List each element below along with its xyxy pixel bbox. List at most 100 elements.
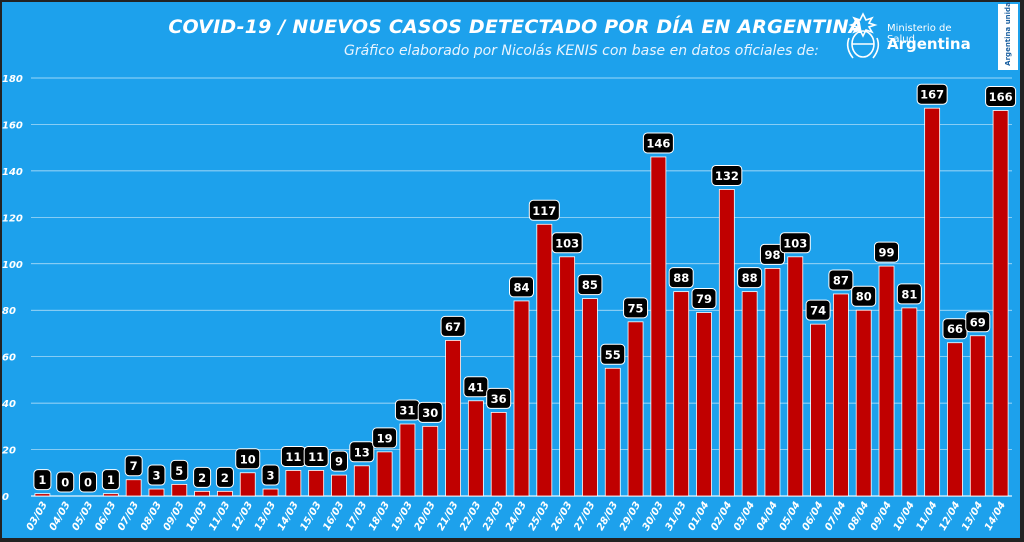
x-tick-label: 27/03	[572, 500, 597, 533]
bar	[787, 256, 804, 497]
data-label: 166	[989, 90, 1013, 104]
data-label: 0	[84, 476, 92, 490]
x-tick-label: 31/03	[664, 500, 689, 533]
data-label-box	[33, 469, 52, 491]
bar	[992, 110, 1009, 497]
x-tick-label: 18/03	[367, 500, 392, 533]
x-tick-label: 03/04	[732, 500, 757, 533]
data-label: 3	[267, 469, 275, 483]
x-tick-label: 30/03	[641, 500, 666, 533]
data-label-box	[577, 274, 603, 296]
y-tick-label: 80	[2, 306, 16, 317]
data-label-box	[691, 288, 717, 310]
bar	[125, 479, 142, 497]
x-tick-label: 11/04	[914, 500, 939, 533]
y-tick-label: 20	[2, 446, 16, 457]
x-tick-label: 10/03	[184, 500, 209, 533]
y-tick-label: 40	[1, 399, 16, 410]
data-label: 103	[783, 236, 807, 250]
data-label: 30	[422, 406, 438, 420]
x-tick-label: 08/04	[846, 500, 871, 533]
bar	[148, 488, 165, 497]
data-label: 75	[628, 301, 644, 315]
logo-country-text: Argentina	[887, 35, 971, 53]
data-label-box	[417, 401, 443, 423]
bar	[924, 107, 941, 497]
data-label-box	[303, 445, 329, 467]
bar	[262, 488, 279, 497]
data-label-box	[124, 455, 143, 477]
x-tick-label: 28/03	[595, 500, 620, 533]
data-label-box	[101, 469, 120, 491]
bar	[810, 323, 826, 497]
data-label-box	[985, 86, 1017, 108]
x-tick-label: 04/04	[755, 500, 780, 533]
data-label: 81	[901, 287, 917, 301]
data-label-box	[642, 132, 674, 154]
data-label: 85	[582, 278, 598, 292]
data-label: 88	[673, 271, 689, 285]
data-label-box	[623, 297, 649, 319]
x-tick-label: 23/03	[481, 500, 506, 533]
bar	[832, 293, 849, 497]
data-label: 103	[555, 236, 579, 250]
x-tick-label: 05/04	[778, 500, 803, 533]
bar	[582, 298, 598, 497]
bar	[673, 291, 690, 497]
data-label: 67	[445, 320, 461, 334]
data-label: 2	[198, 471, 206, 485]
data-label: 41	[468, 380, 484, 394]
chart-title-text: COVID-19 / NUEVOS CASOS DETECTADO POR DÍ…	[168, 16, 864, 38]
data-label: 69	[970, 315, 986, 329]
data-label: 79	[696, 292, 712, 306]
data-label-box	[329, 450, 348, 472]
data-label: 9	[335, 455, 343, 469]
bar	[422, 425, 439, 497]
data-label-box	[79, 471, 98, 493]
data-label-box	[215, 466, 234, 488]
data-label: 99	[879, 246, 895, 260]
data-label-box	[463, 376, 489, 398]
data-label-box	[551, 232, 583, 254]
data-label: 2	[221, 471, 229, 485]
y-tick-label: 120	[2, 213, 23, 224]
data-label-box	[235, 448, 261, 470]
data-label: 167	[920, 88, 944, 102]
bar	[650, 156, 667, 497]
data-label-box	[737, 267, 763, 289]
data-label-box	[147, 464, 166, 486]
data-label: 1	[38, 473, 46, 487]
bar	[353, 465, 370, 497]
x-tick-label: 29/03	[618, 500, 643, 533]
data-label-box	[440, 315, 466, 337]
x-tick-label: 10/04	[892, 500, 917, 533]
x-tick-label: 03/03	[25, 500, 50, 533]
data-label-box	[711, 164, 743, 186]
chart-subtitle: Gráfico elaborado por Nicolás KENIS con …	[344, 43, 820, 59]
ministry-logo: Ministerio de Salud Argentina	[843, 10, 973, 66]
data-label-box	[896, 283, 922, 305]
data-label: 36	[491, 392, 507, 406]
bar	[604, 367, 621, 497]
data-label-box	[805, 299, 831, 321]
bar	[467, 400, 484, 497]
x-tick-label: 21/03	[435, 500, 460, 533]
bar	[718, 189, 735, 497]
data-label: 87	[833, 273, 849, 287]
data-label-box	[528, 199, 560, 221]
data-label-box	[509, 276, 534, 298]
x-tick-label: 12/03	[230, 500, 255, 533]
x-tick-label: 08/03	[139, 500, 164, 533]
data-label: 132	[715, 169, 739, 183]
bar	[34, 493, 51, 497]
bar	[171, 483, 188, 497]
data-label-box	[874, 241, 900, 263]
bar	[376, 451, 393, 497]
coat-of-arms-icon	[846, 12, 880, 59]
bar	[399, 423, 416, 497]
x-tick-label: 16/03	[321, 500, 346, 533]
bar	[513, 300, 530, 497]
chart-title: COVID-19 / NUEVOS CASOS DETECTADO POR DÍ…	[0, 16, 1020, 38]
y-tick-label: 180	[2, 74, 23, 85]
